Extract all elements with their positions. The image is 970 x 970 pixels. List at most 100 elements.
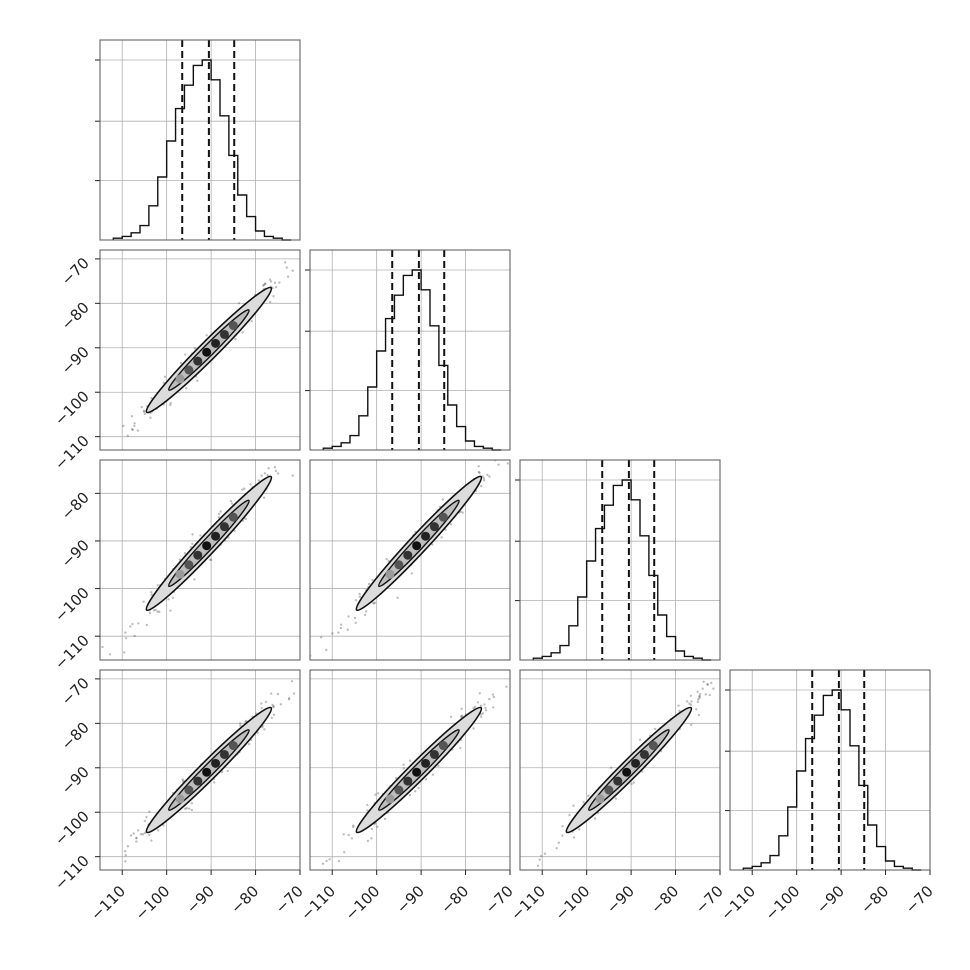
scatter-point	[366, 803, 369, 807]
scatter-point	[157, 829, 160, 832]
scatter-point	[270, 716, 274, 720]
scatter-point	[130, 428, 134, 431]
scatter-point	[149, 416, 152, 419]
scatter-point	[488, 697, 491, 701]
scatter-point	[698, 695, 701, 698]
density-point	[202, 541, 212, 551]
scatter-point	[135, 840, 138, 843]
panel-content	[312, 685, 508, 887]
scatter-point	[367, 582, 371, 586]
density-point	[193, 776, 203, 786]
scatter-point	[123, 849, 127, 853]
panel-content	[101, 465, 295, 656]
scatter-point	[325, 859, 328, 863]
scatter-point	[205, 334, 208, 337]
density-point	[175, 794, 185, 804]
scatter-point	[169, 403, 172, 407]
x-tick-label: −110	[507, 882, 549, 924]
histogram-step	[742, 689, 922, 871]
scatter-point	[143, 819, 147, 823]
scatter-point	[101, 645, 104, 649]
scatter-point	[245, 719, 248, 723]
scatter-point	[582, 800, 585, 804]
panel-border	[519, 459, 721, 661]
scatter-point	[179, 361, 183, 365]
density-point	[184, 365, 194, 375]
scatter-point	[506, 462, 509, 465]
density-point	[219, 749, 229, 759]
scatter-panel-r3-c2	[309, 459, 511, 661]
scatter-point	[484, 706, 487, 710]
scatter-point	[708, 693, 712, 697]
scatter-point	[638, 738, 642, 742]
scatter-point	[135, 836, 138, 840]
density-point	[438, 512, 448, 522]
scatter-point	[217, 516, 221, 519]
scatter-point	[162, 824, 165, 827]
scatter-point	[726, 676, 728, 678]
scatter-point	[593, 817, 597, 820]
y-tick-label: −110	[51, 432, 93, 474]
scatter-point	[337, 859, 341, 863]
scatter-point	[141, 833, 145, 836]
scatter-point	[460, 707, 463, 711]
scatter-point	[268, 300, 272, 304]
scatter-point	[108, 653, 112, 656]
scatter-point	[339, 623, 343, 626]
density-point	[193, 550, 203, 560]
scatter-point	[630, 782, 633, 786]
scatter-point	[262, 284, 265, 287]
scatter-point	[169, 609, 172, 612]
scatter-point	[685, 700, 689, 703]
scatter-point	[555, 846, 558, 850]
scatter-point	[210, 558, 213, 562]
scatter-point	[306, 664, 308, 666]
density-point	[211, 338, 221, 348]
y-tick-label: −110	[51, 852, 93, 894]
scatter-point	[312, 885, 314, 887]
scatter-point	[459, 746, 462, 750]
scatter-panel-r4-c2	[309, 669, 511, 887]
scatter-point	[150, 590, 153, 594]
scatter-point	[244, 517, 248, 521]
y-tick-label: −90	[58, 536, 93, 571]
scatter-point	[123, 651, 126, 654]
scatter-point	[710, 681, 713, 685]
scatter-point	[169, 401, 172, 405]
histogram-step	[532, 479, 712, 661]
scatter-point	[706, 682, 709, 686]
panel-border	[729, 669, 931, 871]
scatter-point	[704, 693, 708, 696]
scatter-point	[230, 502, 234, 505]
scatter-point	[417, 786, 420, 790]
scatter-point	[492, 695, 496, 699]
scatter-point	[208, 558, 212, 561]
scatter-point	[352, 824, 355, 827]
scatter-point	[274, 469, 278, 473]
scatter-point	[156, 610, 159, 613]
scatter-point	[532, 873, 534, 875]
histogram-step	[322, 269, 502, 451]
scatter-point	[188, 807, 191, 810]
scatter-point	[291, 474, 295, 477]
scatter-point	[473, 705, 477, 709]
panel-border	[99, 459, 301, 661]
panel-border	[519, 669, 721, 871]
scatter-point	[133, 422, 136, 425]
scatter-panel-r2-c1	[99, 249, 301, 451]
scatter-point	[191, 542, 194, 546]
scatter-point	[229, 499, 233, 503]
scatter-point	[410, 572, 414, 575]
histogram-panel-1	[95, 39, 301, 241]
scatter-point	[484, 709, 488, 712]
scatter-point	[441, 498, 445, 501]
scatter-point	[614, 797, 618, 800]
scatter-point	[263, 282, 267, 285]
x-tick-label: −80	[857, 882, 892, 917]
x-tick-label: −100	[132, 882, 174, 924]
x-tick-label: −100	[762, 882, 804, 924]
scatter-point	[696, 700, 700, 704]
scatter-point	[528, 875, 530, 877]
scatter-point	[124, 854, 127, 857]
